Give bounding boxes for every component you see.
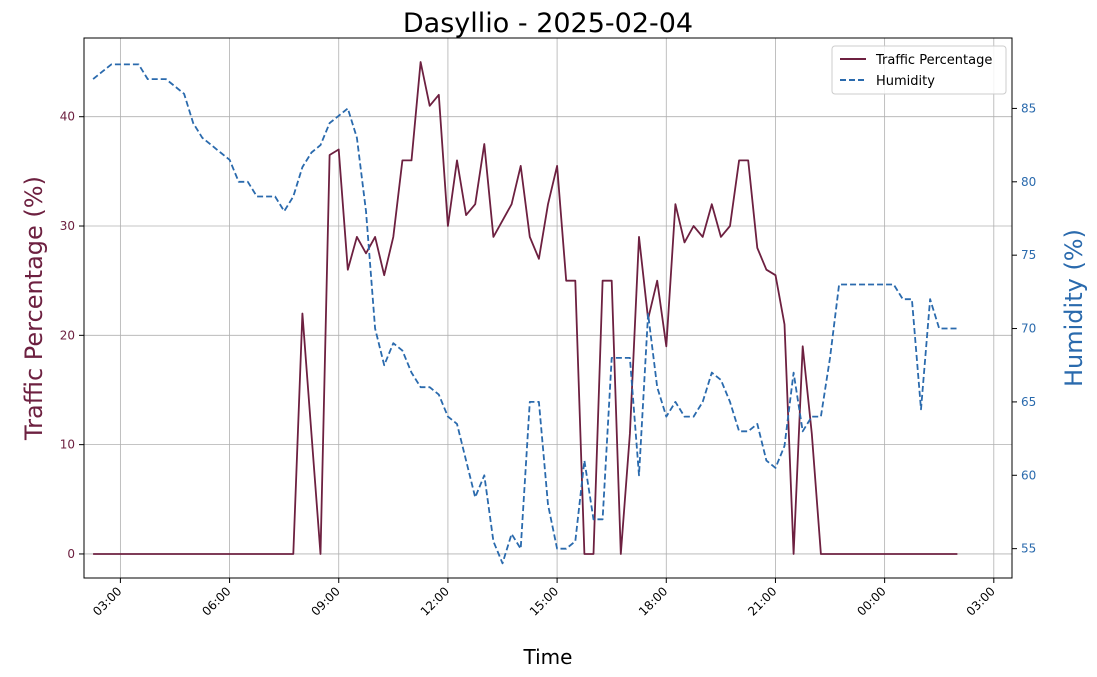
plot-area-frame xyxy=(83,37,1013,579)
legend: Traffic Percentage Humidity xyxy=(831,45,1007,95)
y-right-tick-label: 85 xyxy=(1021,101,1036,115)
y-right-tick-label: 70 xyxy=(1021,322,1036,336)
x-axis-label: Time xyxy=(523,645,573,669)
legend-label-humidity: Humidity xyxy=(876,74,935,89)
y-right-tick-label: 65 xyxy=(1021,395,1036,409)
legend-label-traffic: Traffic Percentage xyxy=(875,53,992,68)
chart-title: Dasyllio - 2025-02-04 xyxy=(403,8,693,39)
y-right-tick-label: 75 xyxy=(1021,248,1036,262)
y-right-tick-label: 80 xyxy=(1021,175,1036,189)
series-line-traffic xyxy=(93,61,958,555)
y-left-tick-label: 0 xyxy=(67,547,75,561)
y-axis-left-label: Traffic Percentage (%) xyxy=(20,176,48,441)
y-right-tick-label: 60 xyxy=(1021,468,1036,482)
series-line-humidity xyxy=(92,63,958,565)
y-right-tick-label: 55 xyxy=(1021,542,1036,556)
y-left-tick-label: 30 xyxy=(60,219,75,233)
y-left-tick-label: 10 xyxy=(60,438,75,452)
y-left-tick-label: 40 xyxy=(60,110,75,124)
legend-box xyxy=(831,45,1007,95)
y-axis-right-label: Humidity (%) xyxy=(1060,229,1088,387)
y-left-tick-label: 20 xyxy=(60,328,75,342)
series-lines xyxy=(92,61,958,565)
